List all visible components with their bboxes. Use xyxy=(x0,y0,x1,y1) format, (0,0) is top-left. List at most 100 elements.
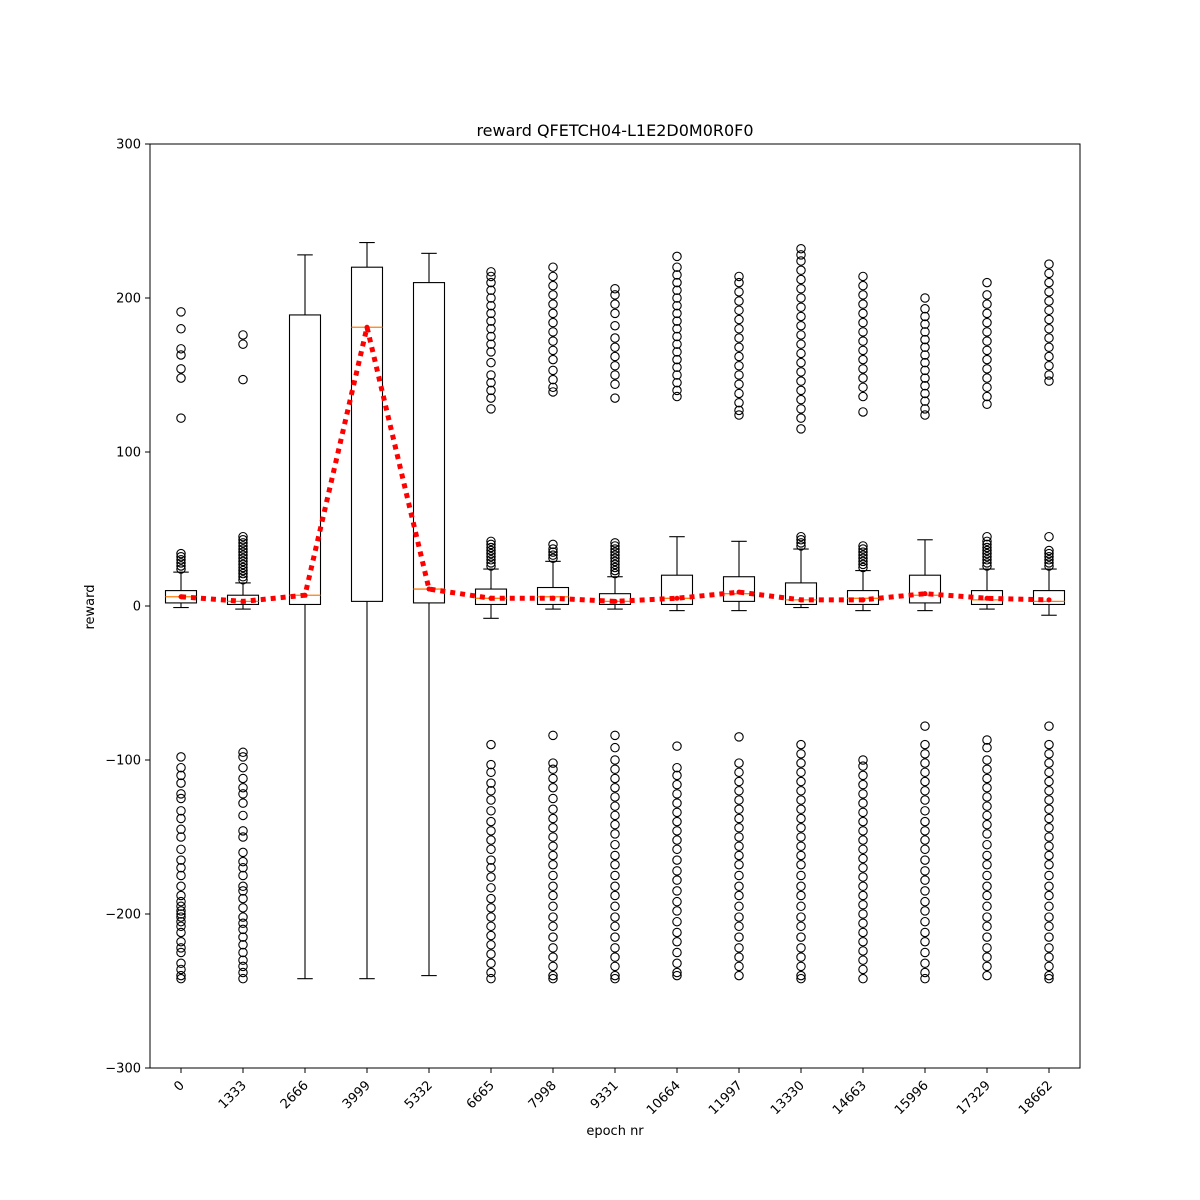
outlier-point xyxy=(858,547,868,557)
outlier-point xyxy=(796,890,806,901)
outlier-point xyxy=(610,755,620,765)
outlier-point xyxy=(238,568,248,579)
outlier-point xyxy=(176,778,186,788)
outlier-point xyxy=(734,405,744,416)
outlier-point xyxy=(982,290,992,300)
outlier-point xyxy=(672,277,682,288)
outlier-point xyxy=(610,379,620,389)
outlier-point xyxy=(672,331,682,342)
outlier-point xyxy=(238,798,248,808)
outlier-point xyxy=(920,758,930,768)
outlier-point xyxy=(548,547,558,557)
outlier-point xyxy=(858,881,868,892)
outlier-point xyxy=(920,365,930,376)
outlier-point xyxy=(548,544,558,554)
outlier-point xyxy=(796,531,806,542)
outlier-point xyxy=(1044,804,1054,815)
outlier-point xyxy=(982,850,992,861)
outlier-point xyxy=(982,735,992,745)
outlier-point xyxy=(858,927,868,938)
outlier-point xyxy=(176,909,186,919)
outlier-point xyxy=(796,813,806,824)
outlier-point xyxy=(982,742,992,753)
outlier-point xyxy=(1044,870,1054,881)
mean-point xyxy=(984,595,990,601)
y-tick-label: −100 xyxy=(105,754,141,769)
outlier-point xyxy=(486,316,496,326)
outlier-point xyxy=(672,270,682,280)
outlier-point xyxy=(610,921,620,932)
outlier-point xyxy=(486,778,496,788)
outlier-point xyxy=(672,762,682,773)
outlier-point xyxy=(734,370,744,380)
outlier-point xyxy=(672,916,682,927)
outlier-point xyxy=(672,741,682,751)
outlier-point xyxy=(486,940,496,950)
outlier-point xyxy=(1044,333,1054,343)
outlier-point xyxy=(486,324,496,334)
outlier-point xyxy=(672,855,682,865)
outlier-point xyxy=(920,721,930,731)
outlier-point xyxy=(982,336,992,346)
outlier-point xyxy=(920,967,930,978)
outlier-point xyxy=(920,342,930,353)
outlier-point xyxy=(672,844,682,855)
outlier-point xyxy=(734,305,744,316)
outlier-point xyxy=(672,285,682,296)
outlier-point xyxy=(1044,832,1054,842)
outlier-point xyxy=(610,773,620,784)
outlier-point xyxy=(486,767,496,778)
outlier-point xyxy=(796,348,806,359)
outlier-point xyxy=(548,961,558,972)
outlier-point xyxy=(1044,943,1054,953)
outlier-point xyxy=(982,839,992,850)
outlier-point xyxy=(486,816,496,827)
outlier-point xyxy=(486,863,496,873)
outlier-point xyxy=(238,912,248,922)
outlier-point xyxy=(486,545,496,556)
outlier-point xyxy=(734,767,744,778)
outlier-point xyxy=(610,730,620,741)
outlier-point xyxy=(1044,342,1054,353)
outlier-point xyxy=(672,293,682,303)
outlier-point xyxy=(486,339,496,349)
outlier-point xyxy=(548,271,558,282)
outlier-point xyxy=(548,758,558,768)
outlier-point xyxy=(548,539,558,550)
outlier-point xyxy=(982,542,992,553)
outlier-point xyxy=(238,550,248,560)
outlier-point xyxy=(858,946,868,956)
outlier-point xyxy=(734,732,744,742)
outlier-point xyxy=(486,903,496,913)
outlier-point xyxy=(796,961,806,972)
outlier-point xyxy=(858,559,868,570)
mean-point xyxy=(1046,597,1052,603)
outlier-point xyxy=(672,779,682,790)
outlier-point xyxy=(176,927,186,938)
outlier-point xyxy=(672,906,682,916)
outlier-point xyxy=(858,544,868,554)
y-tick-label: −300 xyxy=(105,1062,141,1077)
outlier-point xyxy=(920,404,930,414)
outlier-point xyxy=(548,773,558,784)
outlier-point xyxy=(176,906,186,916)
outlier-point xyxy=(238,556,248,567)
outlier-point xyxy=(734,287,744,297)
outlier-point xyxy=(238,538,248,548)
outlier-point xyxy=(734,388,744,399)
outlier-point xyxy=(486,786,496,796)
outlier-point xyxy=(486,883,496,893)
outlier-point xyxy=(982,531,992,542)
outlier-point xyxy=(734,932,744,942)
outlier-point xyxy=(858,336,868,346)
outlier-point xyxy=(734,397,744,408)
outlier-point xyxy=(672,866,682,876)
outlier-point xyxy=(176,762,186,773)
outlier-point xyxy=(1044,324,1054,334)
outlier-point xyxy=(796,912,806,922)
outlier-point xyxy=(548,804,558,815)
mean-point xyxy=(488,595,494,601)
box-group xyxy=(350,242,384,980)
outlier-point xyxy=(548,850,558,861)
outlier-point xyxy=(610,351,620,362)
